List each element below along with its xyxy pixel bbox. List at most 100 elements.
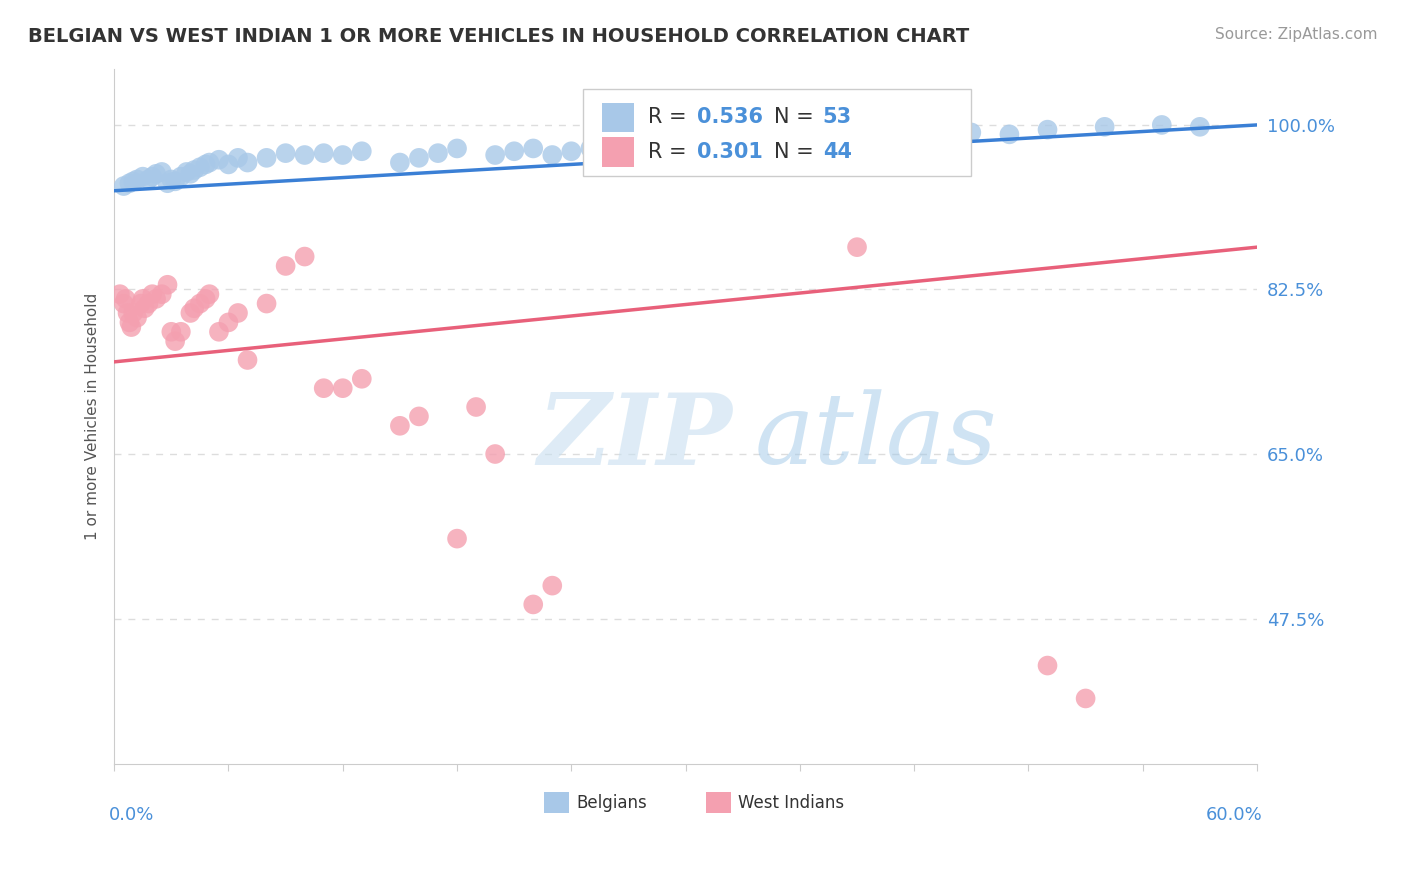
Point (170, 325, 193, 339)
Point (484, 148, 506, 162)
FancyBboxPatch shape (582, 89, 972, 177)
Point (1150, 118, 1173, 132)
Point (332, 381, 354, 395)
Point (150, 165, 173, 179)
Point (117, 306, 139, 320)
Point (112, 179, 135, 194)
Point (132, 292, 155, 306)
Point (141, 169, 163, 184)
Point (194, 292, 217, 306)
Text: ZIP: ZIP (537, 389, 733, 485)
Point (522, 598, 544, 612)
Point (134, 301, 156, 316)
Point (226, 306, 249, 320)
Point (165, 174, 187, 188)
Y-axis label: 1 or more Vehicles in Household: 1 or more Vehicles in Household (86, 293, 100, 540)
Point (1036, 658, 1059, 673)
Point (541, 148, 564, 162)
Point (446, 532, 468, 546)
Point (217, 157, 239, 171)
Text: 44: 44 (823, 142, 852, 162)
Point (179, 167, 201, 181)
Point (188, 160, 211, 174)
FancyBboxPatch shape (544, 792, 569, 813)
Text: West Indians: West Indians (738, 794, 845, 812)
Text: N =: N = (773, 142, 820, 162)
Point (332, 148, 354, 162)
Point (226, 151, 249, 165)
Point (129, 296, 152, 310)
Point (960, 125, 983, 139)
Point (118, 315, 141, 329)
Text: Belgians: Belgians (576, 794, 647, 812)
Text: BELGIAN VS WEST INDIAN 1 OR MORE VEHICLES IN HOUSEHOLD CORRELATION CHART: BELGIAN VS WEST INDIAN 1 OR MORE VEHICLE… (28, 27, 969, 45)
Point (138, 172, 160, 186)
Point (145, 292, 167, 306)
Point (141, 287, 163, 301)
Text: R =: R = (648, 107, 693, 128)
Point (522, 141, 544, 155)
Point (198, 287, 221, 301)
Point (827, 129, 849, 144)
Point (132, 169, 155, 184)
Point (598, 138, 620, 153)
Point (208, 325, 231, 339)
Point (846, 240, 869, 254)
Point (112, 296, 135, 310)
Point (160, 325, 183, 339)
Point (675, 135, 697, 149)
Point (1074, 691, 1097, 706)
Point (236, 155, 259, 169)
Point (693, 136, 716, 151)
Point (170, 169, 193, 184)
Point (256, 296, 278, 310)
Point (998, 128, 1021, 142)
Point (713, 132, 735, 146)
Point (446, 141, 468, 155)
Point (176, 165, 198, 179)
Text: N =: N = (773, 107, 820, 128)
Point (208, 153, 231, 167)
Point (312, 381, 335, 395)
Text: atlas: atlas (754, 390, 997, 485)
Point (145, 167, 167, 181)
Point (388, 418, 411, 433)
Point (903, 128, 925, 142)
Point (156, 176, 179, 190)
Point (484, 447, 506, 461)
Point (122, 174, 145, 188)
Point (217, 315, 239, 329)
Point (637, 136, 659, 151)
Point (165, 334, 187, 348)
Point (350, 372, 373, 386)
Point (160, 172, 183, 186)
Point (274, 146, 297, 161)
Point (183, 163, 205, 178)
Point (118, 176, 141, 190)
Point (138, 296, 160, 310)
Point (1188, 120, 1211, 134)
FancyBboxPatch shape (602, 137, 634, 167)
Point (150, 287, 173, 301)
Point (1094, 120, 1116, 134)
Point (256, 151, 278, 165)
Point (1036, 122, 1059, 136)
Point (236, 353, 259, 368)
Point (541, 579, 564, 593)
Point (108, 287, 131, 301)
Point (312, 146, 335, 161)
Point (294, 148, 316, 162)
Point (125, 310, 148, 325)
Point (350, 145, 373, 159)
Text: R =: R = (648, 142, 693, 162)
FancyBboxPatch shape (602, 103, 634, 132)
Text: 0.301: 0.301 (697, 142, 763, 162)
Text: 53: 53 (823, 107, 852, 128)
FancyBboxPatch shape (706, 792, 731, 813)
Text: 60.0%: 60.0% (1206, 806, 1263, 824)
Point (198, 155, 221, 169)
Point (188, 296, 211, 310)
Point (122, 306, 145, 320)
Point (408, 151, 430, 165)
Text: 0.536: 0.536 (697, 107, 763, 128)
